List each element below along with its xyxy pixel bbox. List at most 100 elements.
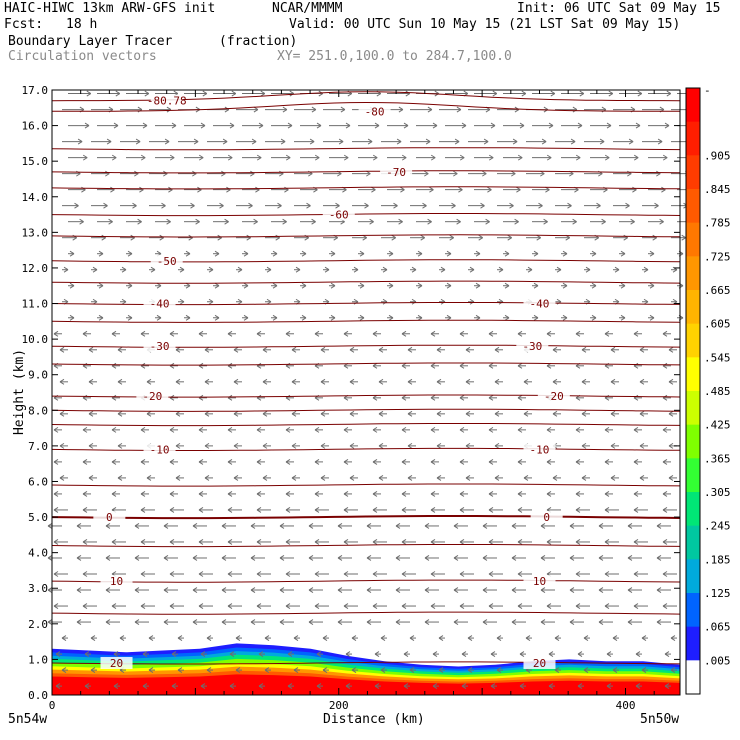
vector-head bbox=[113, 683, 119, 690]
vector-head bbox=[633, 539, 639, 545]
vector-head bbox=[142, 683, 148, 690]
vector-head bbox=[372, 539, 378, 545]
vector-head bbox=[227, 330, 233, 337]
vector-head bbox=[548, 122, 554, 129]
plot-frame bbox=[51, 89, 681, 696]
vector-head bbox=[681, 234, 686, 241]
vector-head bbox=[92, 266, 98, 273]
vector-head bbox=[424, 523, 430, 529]
vector-head bbox=[662, 603, 668, 609]
vector-head bbox=[449, 234, 454, 241]
vector-head bbox=[465, 378, 471, 385]
vector-head bbox=[494, 410, 500, 417]
vector-head bbox=[523, 410, 529, 417]
left-endpoint: 5n54w bbox=[8, 712, 48, 727]
vector-head bbox=[190, 202, 195, 209]
colorbar-label: .605 bbox=[704, 318, 731, 331]
y-tick-label: 10.0 bbox=[22, 333, 49, 346]
vector-head bbox=[111, 458, 117, 465]
vector-head bbox=[169, 458, 175, 465]
isotherm-line bbox=[51, 147, 681, 151]
vector-head bbox=[552, 410, 558, 417]
vector-head bbox=[664, 122, 670, 129]
vector-head bbox=[432, 683, 438, 690]
vector-head bbox=[171, 122, 177, 129]
vector-head bbox=[322, 667, 328, 674]
vector-head bbox=[61, 667, 67, 674]
colorbar-label: .125 bbox=[704, 587, 731, 600]
vector-head bbox=[243, 314, 249, 321]
vector-head bbox=[308, 555, 314, 561]
vector-head bbox=[523, 378, 529, 385]
colorbar-label: .665 bbox=[704, 284, 731, 297]
vector-head bbox=[258, 122, 264, 129]
vector-head bbox=[374, 122, 380, 129]
valid-time: Valid: 00 UTC Sun 10 May 15 (21 LST Sat … bbox=[289, 17, 681, 32]
vector-head bbox=[185, 314, 191, 321]
colorbar-label: .245 bbox=[704, 520, 731, 533]
vector-head bbox=[337, 555, 343, 561]
vector-head bbox=[401, 458, 407, 465]
vector-head bbox=[69, 250, 75, 257]
vector-head bbox=[401, 330, 407, 337]
vector-head bbox=[47, 555, 53, 561]
colorbar-label: .065 bbox=[704, 621, 731, 634]
vector-head bbox=[166, 218, 171, 225]
vector-head bbox=[74, 202, 79, 209]
isotherm-line bbox=[51, 611, 681, 615]
vector-head bbox=[204, 474, 210, 481]
vector-head bbox=[633, 571, 639, 577]
vector-head bbox=[583, 667, 589, 674]
init-time: Init: 06 UTC Sat 09 May 15 bbox=[517, 1, 721, 16]
vector-head bbox=[171, 683, 177, 690]
colorbar-label: .545 bbox=[704, 351, 731, 364]
vector-head bbox=[388, 314, 394, 321]
colorbar-swatch bbox=[686, 593, 700, 628]
vector-head bbox=[639, 410, 645, 417]
vector-head bbox=[293, 635, 299, 641]
isotherm-label-bg bbox=[523, 297, 556, 310]
isotherm-line bbox=[51, 423, 681, 427]
vector-head bbox=[395, 619, 401, 625]
vector-head bbox=[243, 282, 249, 289]
vector-head bbox=[192, 523, 198, 529]
vector-head bbox=[198, 458, 204, 465]
vector-head bbox=[554, 667, 560, 674]
vector-head bbox=[84, 683, 90, 690]
vector-head bbox=[475, 282, 481, 289]
tracer-band bbox=[52, 674, 680, 695]
vector-head bbox=[504, 282, 510, 289]
vector-head bbox=[583, 635, 589, 641]
vector-head bbox=[285, 507, 291, 513]
vector-head bbox=[575, 154, 581, 161]
vector-head bbox=[134, 523, 140, 529]
vector-head bbox=[206, 667, 212, 674]
vector-head bbox=[490, 651, 496, 657]
vector-head bbox=[69, 282, 75, 289]
vector-head bbox=[633, 330, 639, 337]
vector-head bbox=[330, 314, 336, 321]
isotherm-label: 20 bbox=[533, 657, 546, 670]
vector-head bbox=[422, 202, 427, 209]
vector-head bbox=[88, 442, 94, 449]
colorbar-swatch bbox=[686, 559, 700, 594]
vector-head bbox=[453, 523, 459, 529]
vector-head bbox=[156, 314, 162, 321]
vector-head bbox=[59, 410, 65, 417]
vector-head bbox=[436, 378, 442, 385]
vector-head bbox=[258, 683, 264, 690]
vector-head bbox=[237, 266, 243, 273]
vector-head bbox=[430, 458, 436, 465]
vector-head bbox=[425, 138, 431, 145]
vector-head bbox=[635, 122, 641, 129]
vector-head bbox=[115, 90, 121, 97]
vector-head bbox=[222, 138, 228, 145]
vector-head bbox=[285, 330, 291, 337]
colorbar-swatch bbox=[686, 323, 700, 358]
vector-head bbox=[349, 474, 355, 481]
vector-head bbox=[546, 426, 552, 433]
isotherm-label: 10 bbox=[110, 575, 123, 588]
vector-head bbox=[485, 218, 490, 225]
vector-head bbox=[633, 507, 639, 513]
vector-head bbox=[359, 250, 365, 257]
